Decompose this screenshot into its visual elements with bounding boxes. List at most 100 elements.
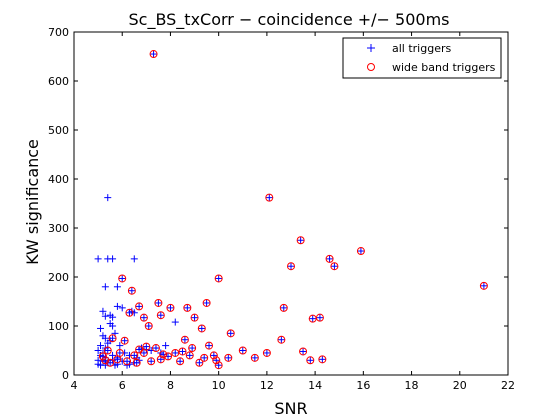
wide-band-trigger-point xyxy=(103,346,112,355)
all-triggers-point xyxy=(142,343,150,351)
wide-band-trigger-point xyxy=(214,361,223,370)
all-triggers-point xyxy=(263,349,271,357)
all-triggers-point xyxy=(140,349,148,357)
all-triggers-point xyxy=(123,357,131,365)
all-triggers-point xyxy=(118,304,126,312)
wide-band-trigger-point xyxy=(287,262,295,271)
wide-band-trigger-point xyxy=(224,353,233,362)
all-triggers-point xyxy=(133,359,141,367)
all-triggers-point xyxy=(135,302,143,310)
all-triggers-point xyxy=(179,347,186,355)
wide-band-trigger-point xyxy=(265,193,274,202)
all-triggers-point xyxy=(181,336,189,344)
legend-marker-wide-band-triggers xyxy=(367,63,375,71)
all-triggers-point xyxy=(251,354,259,362)
x-tick-label: 4 xyxy=(71,379,78,392)
all-triggers-point xyxy=(205,342,213,350)
wide-band-trigger-point xyxy=(120,336,129,345)
wide-band-trigger-point xyxy=(277,335,286,344)
all-triggers-point xyxy=(121,337,129,345)
all-triggers-point xyxy=(104,347,112,354)
wide-band-trigger-point xyxy=(296,236,305,245)
wide-band-trigger-point xyxy=(156,355,165,364)
plot-area xyxy=(73,31,509,376)
all-triggers-point xyxy=(176,357,184,365)
wide-band-trigger-point xyxy=(325,254,334,263)
y-axis-label: KW significance xyxy=(23,139,42,265)
axis-ticks: 4 6 8 10 12 14 16 18 20 22 0 100 200 300 400 500 600 700 xyxy=(48,26,515,392)
all-triggers-point xyxy=(277,336,285,344)
all-triggers-point xyxy=(480,282,488,290)
all-triggers-point xyxy=(186,351,194,359)
all-triggers-point xyxy=(162,342,170,350)
y-tick-label: 100 xyxy=(48,320,69,333)
wide-band-trigger-point xyxy=(212,356,221,365)
wide-band-trigger-point xyxy=(101,356,110,365)
wide-band-trigger-point xyxy=(279,303,288,312)
data-marks xyxy=(94,50,488,370)
wide-band-trigger-point xyxy=(127,286,136,295)
all-triggers-point xyxy=(113,302,121,310)
wide-band-trigger-point xyxy=(195,358,204,367)
all-triggers-point xyxy=(224,354,232,362)
wide-band-trigger-point xyxy=(123,357,132,366)
x-tick-label: 12 xyxy=(260,379,274,392)
wide-band-trigger-point xyxy=(330,262,339,271)
y-tick-label: 200 xyxy=(48,271,69,284)
all-triggers-point xyxy=(326,255,334,263)
all-triggers-point xyxy=(357,247,365,255)
all-triggers-point xyxy=(125,309,133,317)
x-tick-label: 20 xyxy=(453,379,467,392)
wide-band-trigger-point xyxy=(250,353,259,362)
all-triggers-point xyxy=(330,262,338,270)
legend-label-wide-band-triggers: wide band triggers xyxy=(392,61,496,74)
all-triggers-point xyxy=(150,50,158,58)
wide-band-trigger-point xyxy=(214,274,223,283)
wide-band-trigger-point xyxy=(149,50,158,59)
all-triggers-point xyxy=(130,351,138,359)
wide-band-trigger-point xyxy=(171,348,180,357)
all-triggers-point xyxy=(101,334,109,342)
wide-band-trigger-point xyxy=(183,303,192,312)
all-triggers-point xyxy=(152,344,160,352)
wide-band-trigger-point xyxy=(151,344,160,353)
wide-band-trigger-point xyxy=(356,247,365,256)
all-triggers-point xyxy=(299,347,307,355)
all-triggers-point xyxy=(97,324,105,332)
all-triggers-point xyxy=(157,311,165,319)
all-triggers-point xyxy=(227,329,235,337)
wide-band-trigger-point xyxy=(479,281,488,290)
all-triggers-point xyxy=(265,194,273,202)
wide-band-trigger-point xyxy=(147,357,156,366)
wide-band-trigger-point xyxy=(164,352,173,361)
legend-box xyxy=(342,37,502,79)
all-triggers-point xyxy=(113,283,121,291)
all-triggers-point xyxy=(113,355,121,363)
all-triggers-point xyxy=(99,307,107,315)
wide-band-trigger-point xyxy=(115,348,124,357)
x-tick-label: 6 xyxy=(119,379,126,392)
all-triggers-point xyxy=(287,262,295,270)
wide-band-trigger-point xyxy=(202,298,211,307)
legend-marker-all-triggers xyxy=(367,44,375,52)
all-triggers-point xyxy=(130,255,138,263)
all-triggers-point xyxy=(280,304,288,312)
all-triggers-point xyxy=(94,347,102,354)
y-tick-label: 0 xyxy=(62,369,69,382)
wide-band-trigger-point xyxy=(188,344,197,353)
x-tick-label: 10 xyxy=(212,379,226,392)
wide-band-trigger-point xyxy=(139,348,148,357)
all-triggers-point xyxy=(203,299,211,307)
all-triggers-point xyxy=(128,287,136,295)
wide-band-trigger-point xyxy=(209,351,218,360)
all-triggers-point xyxy=(104,194,112,202)
all-triggers-point xyxy=(164,352,172,360)
wide-band-trigger-point xyxy=(159,350,168,359)
all-triggers-point xyxy=(135,346,143,354)
all-triggers-point xyxy=(116,342,124,350)
wide-band-trigger-point xyxy=(132,358,141,367)
wide-band-trigger-point xyxy=(125,308,134,317)
wide-band-trigger-point xyxy=(135,302,144,311)
